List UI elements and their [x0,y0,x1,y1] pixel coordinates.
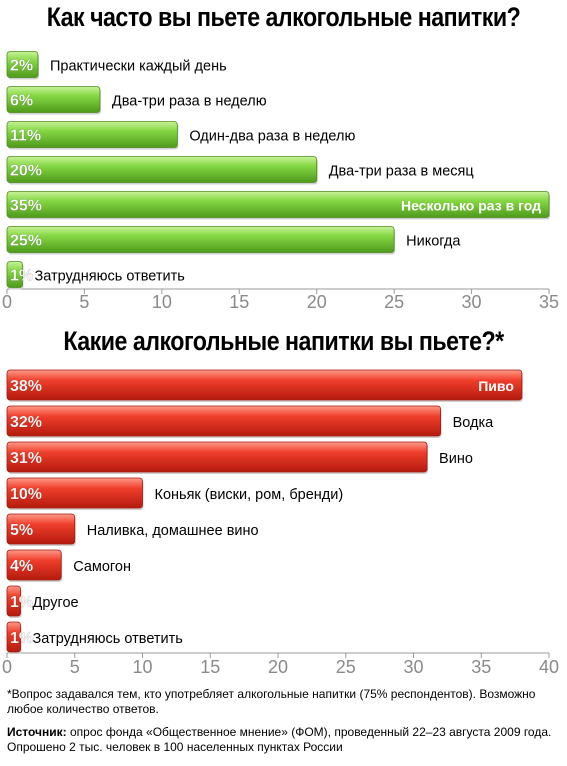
chart1-category-label: Затрудняюсь ответить [34,269,184,285]
chart2-bar [6,405,442,437]
chart2-tick-label: 5 [70,657,80,677]
chart2-value-label: 31% [10,450,42,467]
chart1-category-label: Один-два раза в неделю [189,129,355,145]
chart2-tick-label: 0 [2,657,12,677]
chart1-tick-label: 5 [79,292,89,312]
chart1-value-label: 35% [10,198,42,215]
chart1-category-label: Два-три раза в месяц [329,164,474,180]
chart1-value-label: 2% [10,58,33,75]
chart2-tick-label: 30 [403,657,423,677]
chart2-bar [6,369,523,401]
chart1-value-label: 20% [10,163,42,180]
chart2-value-label: 10% [10,486,42,503]
chart2-category-label: Наливка, домашнее вино [87,523,259,539]
chart2-bar [6,585,21,617]
chart1-category-label: Никогда [406,234,461,250]
chart1-tick-label: 25 [384,292,404,312]
chart2-title: Какие алкогольные напитки вы пьете?* [63,326,504,356]
chart2-category-label: Водка [453,415,495,431]
chart2-category-label: Затрудняюсь ответить [33,631,183,647]
chart1-tick-label: 0 [2,292,12,312]
chart2-value-label: 38% [10,378,42,395]
chart1-bar [6,261,23,288]
chart2-tick-label: 25 [336,657,356,677]
chart1-tick-label: 30 [462,292,482,312]
footnote: *Вопрос задавался тем, кто употребляет а… [7,687,536,716]
chart2-category-label: Вино [439,451,473,467]
chart2-value-label: 5% [10,522,33,539]
chart1-bar [6,226,395,253]
chart1-value-label: 25% [10,233,42,250]
chart2-bar [6,549,62,581]
chart2-tick-label: 40 [539,657,559,677]
chart2-bar [6,513,76,545]
chart2-tick-label: 10 [132,657,152,677]
chart1-bar [6,51,39,78]
chart1-tick-label: 10 [152,292,172,312]
chart1-bar [6,191,550,218]
chart2-category-label: Самогон [73,559,131,575]
chart1-category-label: Практически каждый день [50,59,227,75]
chart2-category-label: Другое [33,595,79,611]
chart1-value-label: 6% [10,93,33,110]
chart2-value-label: 4% [10,558,33,575]
chart2-value-label: 32% [10,414,42,431]
chart1-tick-label: 35 [539,292,559,312]
source-note: Источник: опрос фонда «Общественное мнен… [7,725,562,755]
source-label: Источник: [7,725,67,739]
chart1-tick-label: 15 [229,292,249,312]
chart1-bar [6,156,318,183]
chart1-category-label: Два-три раза в неделю [112,94,267,110]
chart2-bar [6,477,143,509]
chart1-bar [6,121,178,148]
chart2-category-label: Пиво [478,378,514,394]
chart2-value-label: 1% [10,594,33,611]
chart2-category-label: Коньяк (виски, ром, бренди) [155,487,344,503]
chart2-tick-label: 15 [200,657,220,677]
chart2-bar [6,441,428,473]
chart1-bar [6,86,101,113]
chart2-value-label: 1% [10,630,33,647]
chart2-bar [6,621,21,653]
chart1-value-label: 1% [10,268,33,285]
chart1-title: Как часто вы пьете алкогольные напитки? [46,2,521,32]
chart1-tick-label: 20 [307,292,327,312]
chart2-tick-label: 20 [268,657,288,677]
chart1-category-label: Несколько раз в год [401,198,541,214]
source-text: опрос фонда «Общественное мнение» (ФОМ),… [7,725,552,754]
chart2-tick-label: 35 [471,657,491,677]
chart1-value-label: 11% [10,128,41,145]
